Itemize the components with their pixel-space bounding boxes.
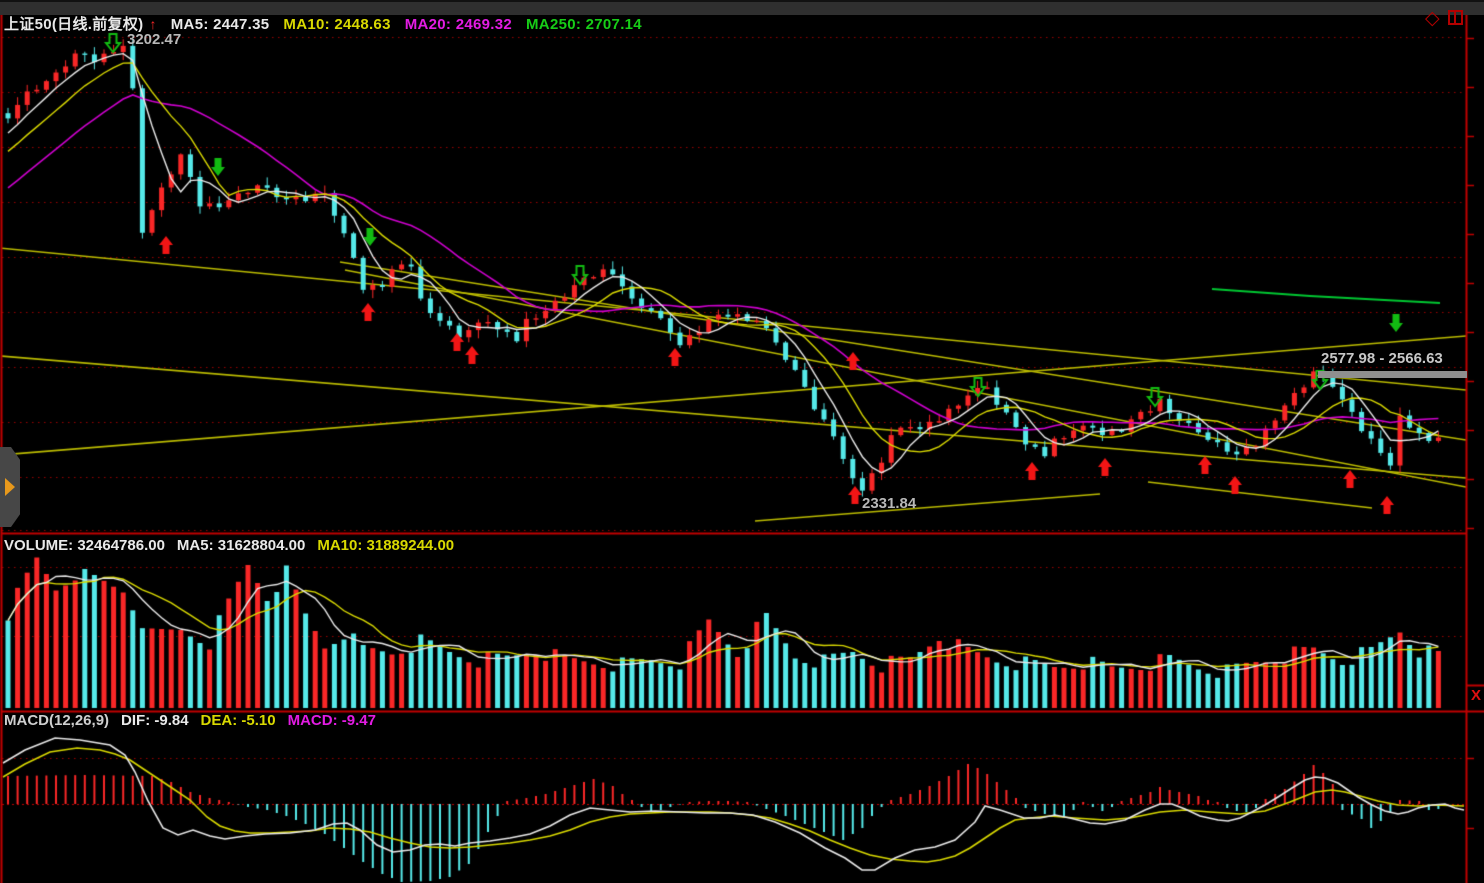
volume-ma5-readout: MA5: 31628804.00 <box>176 537 306 554</box>
macd-panel-header: MACD(12,26,9) DIF: -9.84 DEA: -5.10 MACD: -… <box>4 712 388 729</box>
volume-ma10-readout: MA10: 31889244.00 <box>317 537 455 554</box>
range-highlight-bar <box>1318 371 1467 378</box>
restore-icon-divider <box>1454 12 1456 23</box>
symbol-title: 上证50(日线.前复权) <box>4 16 144 33</box>
volume-panel-header: VOLUME: 32464786.00 MA5: 31628804.00 MA10:… <box>4 537 466 554</box>
macd-readout: MACD: -9.47 <box>287 712 376 729</box>
sidebar-expand-button[interactable] <box>0 447 20 527</box>
panel-close-button[interactable]: X <box>1471 687 1482 704</box>
volume-readout: VOLUME: 32464786.00 <box>4 537 165 554</box>
restore-window-icon[interactable] <box>1448 10 1463 25</box>
window-top-strip <box>0 0 1484 15</box>
trough-price-label: 2331.84 <box>862 495 917 512</box>
expand-arrow-icon <box>5 478 15 496</box>
ma250-readout: MA250: 2707.14 <box>526 16 642 33</box>
dea-readout: DEA: -5.10 <box>200 712 276 729</box>
ma10-readout: MA10: 2448.63 <box>283 16 391 33</box>
peak-price-label: 3202.47 <box>127 31 182 48</box>
dif-readout: DIF: -9.84 <box>121 712 189 729</box>
ma20-readout: MA20: 2469.32 <box>404 16 513 33</box>
trend-up-icon: ↑ <box>149 16 157 32</box>
main-chart-header: 上证50(日线.前复权) ↑ MA5: 2447.35 MA10: 2448.63 MA… <box>4 13 656 34</box>
last-range-label: 2577.98 - 2566.63 <box>1321 350 1443 367</box>
macd-indicator-name: MACD(12,26,9) <box>4 712 110 729</box>
diamond-window-icon[interactable]: ◇ <box>1425 8 1440 29</box>
ma5-readout: MA5: 2447.35 <box>170 16 270 33</box>
